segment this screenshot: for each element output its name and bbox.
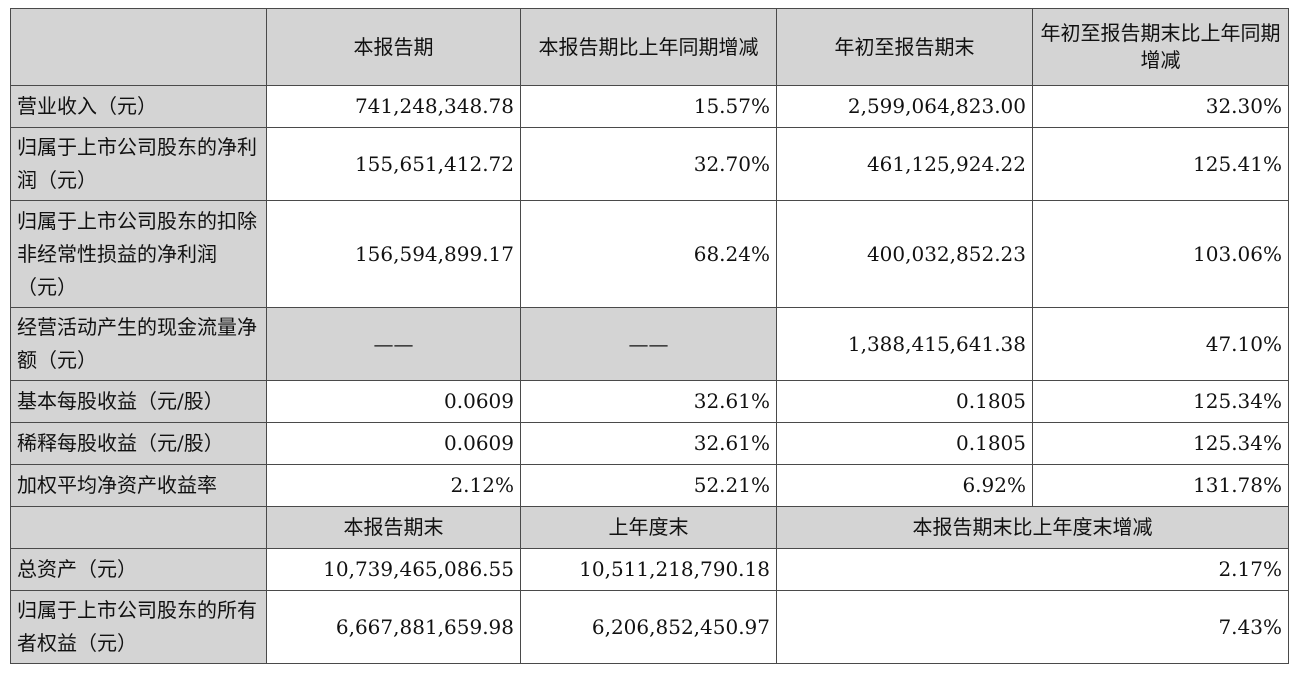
row-label: 稀释每股收益（元/股）: [10, 422, 267, 465]
table-row: 基本每股收益（元/股） 0.0609 32.61% 0.1805 125.34%: [10, 380, 1289, 423]
table-row: 归属于上市公司股东的所有者权益（元） 6,667,881,659.98 6,20…: [10, 590, 1289, 664]
cell-value: 103.06%: [1032, 200, 1289, 308]
cell-value: 2,599,064,823.00: [776, 85, 1033, 128]
cell-value: 32.30%: [1032, 85, 1289, 128]
row-label: 经营活动产生的现金流量净额（元）: [10, 307, 267, 381]
financial-summary-table: 本报告期 本报告期比上年同期增减 年初至报告期末 年初至报告期末比上年同期增减 …: [10, 8, 1289, 664]
cell-dash: ——: [520, 307, 777, 381]
cell-value: 6,667,881,659.98: [266, 590, 521, 664]
row-label: 基本每股收益（元/股）: [10, 380, 267, 423]
cell-value: 741,248,348.78: [266, 85, 521, 128]
row-label: 总资产（元）: [10, 548, 267, 591]
table-row: 营业收入（元） 741,248,348.78 15.57% 2,599,064,…: [10, 85, 1289, 128]
cell-value: 47.10%: [1032, 307, 1289, 381]
cell-value: 32.70%: [520, 127, 777, 201]
cell-value: 6,206,852,450.97: [520, 590, 777, 664]
cell-value: 6.92%: [776, 464, 1033, 507]
cell-value: 0.1805: [776, 422, 1033, 465]
row-label: 加权平均净资产收益率: [10, 464, 267, 507]
cell-value: 52.21%: [520, 464, 777, 507]
cell-value: 461,125,924.22: [776, 127, 1033, 201]
row-label: 归属于上市公司股东的净利润（元）: [10, 127, 267, 201]
table-row: 总资产（元） 10,739,465,086.55 10,511,218,790.…: [10, 548, 1289, 591]
cell-value: 125.34%: [1032, 422, 1289, 465]
row-label: 归属于上市公司股东的扣除非经常性损益的净利润（元）: [10, 200, 267, 308]
cell-value: 32.61%: [520, 422, 777, 465]
corner-cell-2: [10, 506, 267, 549]
cell-value: 0.0609: [266, 422, 521, 465]
cell-value: 0.0609: [266, 380, 521, 423]
cell-value: 156,594,899.17: [266, 200, 521, 308]
cell-dash: ——: [266, 307, 521, 381]
header-row-2: 本报告期末 上年度末 本报告期末比上年度末增减: [10, 506, 1289, 549]
column-header-change-vs-prior-year-end: 本报告期末比上年度末增减: [776, 506, 1289, 549]
cell-value: 15.57%: [520, 85, 777, 128]
cell-value: 125.34%: [1032, 380, 1289, 423]
column-header-period-change: 本报告期比上年同期增减: [520, 8, 777, 86]
column-header-prior-year-end: 上年度末: [520, 506, 777, 549]
cell-value: 10,739,465,086.55: [266, 548, 521, 591]
cell-value: 125.41%: [1032, 127, 1289, 201]
cell-value: 400,032,852.23: [776, 200, 1033, 308]
cell-value: 68.24%: [520, 200, 777, 308]
column-header-current-period: 本报告期: [266, 8, 521, 86]
cell-value: 155,651,412.72: [266, 127, 521, 201]
cell-value: 32.61%: [520, 380, 777, 423]
table-row: 加权平均净资产收益率 2.12% 52.21% 6.92% 131.78%: [10, 464, 1289, 507]
cell-value: 131.78%: [1032, 464, 1289, 507]
column-header-period-end: 本报告期末: [266, 506, 521, 549]
corner-cell: [10, 8, 267, 86]
cell-value: 7.43%: [776, 590, 1289, 664]
cell-value: 2.17%: [776, 548, 1289, 591]
cell-value: 0.1805: [776, 380, 1033, 423]
cell-value: 2.12%: [266, 464, 521, 507]
cell-value: 1,388,415,641.38: [776, 307, 1033, 381]
row-label: 归属于上市公司股东的所有者权益（元）: [10, 590, 267, 664]
table-row: 归属于上市公司股东的净利润（元） 155,651,412.72 32.70% 4…: [10, 127, 1289, 201]
table-row: 经营活动产生的现金流量净额（元） —— —— 1,388,415,641.38 …: [10, 307, 1289, 381]
column-header-ytd: 年初至报告期末: [776, 8, 1033, 86]
cell-value: 10,511,218,790.18: [520, 548, 777, 591]
header-row: 本报告期 本报告期比上年同期增减 年初至报告期末 年初至报告期末比上年同期增减: [10, 8, 1289, 86]
column-header-ytd-change: 年初至报告期末比上年同期增减: [1032, 8, 1289, 86]
table-row: 稀释每股收益（元/股） 0.0609 32.61% 0.1805 125.34%: [10, 422, 1289, 465]
table-row: 归属于上市公司股东的扣除非经常性损益的净利润（元） 156,594,899.17…: [10, 200, 1289, 308]
row-label: 营业收入（元）: [10, 85, 267, 128]
